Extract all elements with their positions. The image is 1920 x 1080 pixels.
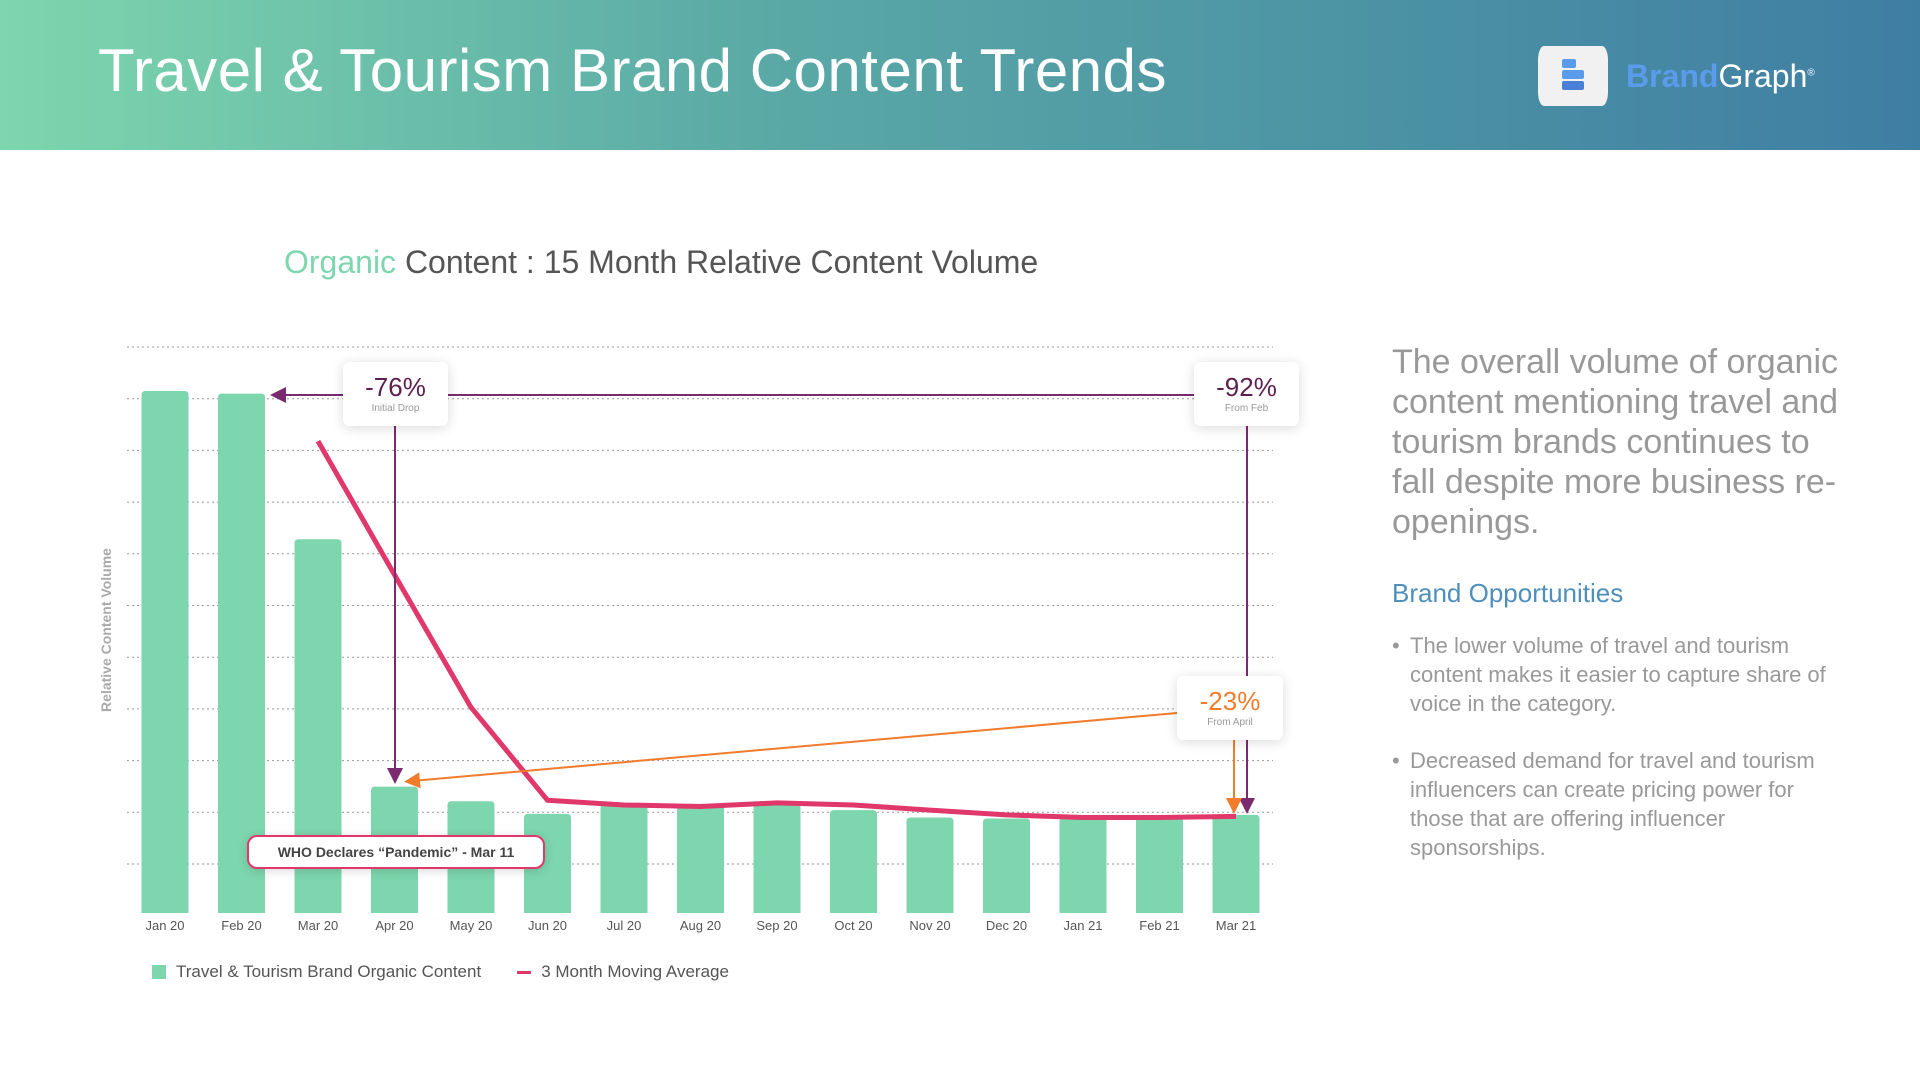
insights-panel: The overall volume of organic content me… [1392, 342, 1842, 890]
callout-label: From Feb [1224, 403, 1269, 414]
logo-icon [1538, 46, 1608, 106]
x-tick-label: Jun 20 [528, 918, 567, 933]
callout-value: -23% [1199, 686, 1261, 716]
logo-brand-text: Brand [1626, 57, 1719, 94]
legend-line-label: 3 Month Moving Average [541, 962, 729, 981]
chart-title: Organic Content : 15 Month Relative Cont… [284, 244, 1038, 281]
bar [753, 803, 801, 913]
opportunities-heading: Brand Opportunities [1392, 578, 1624, 608]
callout-value: -92% [1216, 372, 1277, 402]
x-tick-label: Mar 21 [1216, 918, 1256, 933]
x-tick-label: Jan 20 [145, 918, 184, 933]
logo-graph-text: Graph [1718, 57, 1808, 94]
legend-line-swatch [517, 970, 532, 974]
x-tick-label: Feb 20 [221, 918, 261, 933]
callout-from-april: -23% From April [1177, 676, 1283, 740]
moving-average-line [315, 439, 1237, 820]
legend-bar-label: Travel & Tourism Brand Organic Content [176, 962, 482, 981]
x-tick-label: Aug 20 [680, 918, 721, 933]
callout-from-feb: -92% From Feb [1194, 362, 1299, 426]
x-tick-label: Nov 20 [909, 918, 950, 933]
x-tick-label: Jan 21 [1063, 918, 1102, 933]
page-title: Travel & Tourism Brand Content Trends [98, 37, 1167, 104]
pandemic-event-label: WHO Declares “Pandemic” - Mar 11 [247, 835, 545, 869]
x-tick-label: Jul 20 [607, 918, 642, 933]
x-tick-label: Oct 20 [834, 918, 872, 933]
header-banner: Travel & Tourism Brand Content Trends Br… [0, 0, 1920, 150]
insight-lead: The overall volume of organic content me… [1392, 343, 1839, 541]
bar [830, 810, 877, 913]
logo-reg-mark: ® [1807, 66, 1815, 78]
callout-label: Initial Drop [371, 403, 420, 414]
callout-label: From April [1207, 717, 1253, 728]
x-tick-label: May 20 [450, 918, 493, 933]
bar [983, 818, 1030, 913]
callout-value: -76% [365, 372, 426, 402]
arrow-april-line [404, 712, 1178, 789]
bar [141, 391, 189, 913]
x-tick-label: Dec 20 [986, 918, 1027, 933]
chart-title-rest: Content : 15 Month Relative Content Volu… [396, 244, 1039, 280]
opportunity-bullet: The lower volume of travel and tourism c… [1392, 631, 1842, 718]
x-tick-label: Mar 20 [298, 918, 338, 933]
bar [677, 803, 724, 913]
x-tick-label: Sep 20 [756, 918, 797, 933]
bar [218, 393, 265, 913]
bar [1136, 817, 1183, 913]
brandgraph-logo: BrandGraph® [1538, 46, 1815, 106]
bar [1059, 817, 1107, 913]
bar [600, 803, 648, 913]
callout-initial-drop: -76% Initial Drop [343, 362, 448, 426]
chart-legend: Travel & Tourism Brand Organic Content 3… [152, 962, 729, 982]
legend-bar-swatch [152, 965, 166, 979]
bar [1212, 814, 1260, 913]
bar [294, 539, 342, 913]
chart-title-accent: Organic [284, 244, 397, 280]
bar [906, 817, 954, 913]
opportunity-bullet: Decreased demand for travel and tourism … [1392, 746, 1842, 862]
x-tick-label: Feb 21 [1139, 918, 1179, 933]
x-tick-label: Apr 20 [375, 918, 413, 933]
